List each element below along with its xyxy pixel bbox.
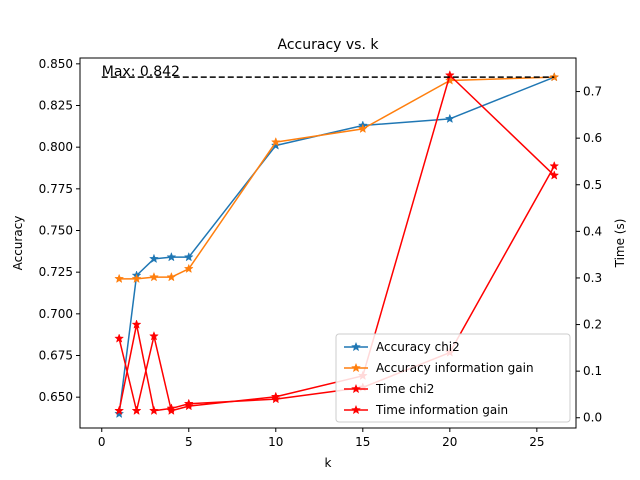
legend: Accuracy chi2 Accuracy information gain Ti… — [335, 333, 571, 423]
y2-tick-label: 0.4 — [583, 224, 602, 238]
y-tick-label: 0.675 — [39, 349, 73, 363]
legend-label: Time chi2 — [375, 382, 434, 396]
x-tick-label: 15 — [355, 435, 370, 449]
x-tick-label: 20 — [442, 435, 457, 449]
data-point-accuracy-information-gain — [131, 273, 142, 284]
data-point-time-information-gain — [183, 398, 194, 408]
legend-label: Accuracy chi2 — [376, 340, 460, 354]
ticks-layer: 0 5 10 15 20 25 0.650 0.675 0.700 0.725 0.750 0.775… — [39, 57, 602, 449]
data-point-time-information-gain — [114, 405, 125, 415]
data-point-time-chi2 — [149, 330, 159, 341]
y2-tick-label: 0.0 — [583, 411, 602, 425]
data-point-accuracy-chi2 — [114, 408, 125, 419]
x-tick-label: 0 — [98, 435, 106, 449]
data-point-accuracy-information-gain — [166, 271, 177, 282]
y-axis-title: Accuracy — [11, 216, 25, 271]
y2-tick-label: 0.1 — [583, 364, 602, 378]
legend-label: Time information gain — [375, 403, 508, 417]
y-tick-label: 0.850 — [39, 57, 73, 71]
data-point-time-information-gain — [166, 403, 177, 413]
data-point-time-chi2 — [549, 170, 560, 180]
y2-tick-label: 0.6 — [583, 131, 602, 145]
data-point-accuracy-information-gain — [357, 123, 368, 134]
data-point-time-information-gain — [149, 405, 159, 415]
legend-swatch-marker — [351, 383, 361, 394]
data-point-accuracy-information-gain — [114, 273, 125, 284]
data-point-accuracy-chi2 — [183, 251, 194, 262]
legend-swatch-marker — [351, 362, 361, 373]
max-annotation: Max: 0.842 — [102, 64, 180, 80]
data-point-accuracy-information-gain — [149, 271, 159, 282]
data-point-accuracy-information-gain — [270, 136, 281, 147]
data-point-time-chi2 — [131, 405, 142, 415]
legend-label: Accuracy information gain — [376, 361, 534, 375]
y2-axis-title: Time (s) — [613, 219, 627, 269]
data-point-time-chi2 — [114, 333, 125, 343]
data-point-time-information-gain — [270, 393, 281, 404]
data-point-accuracy-chi2 — [166, 251, 177, 262]
y-tick-label: 0.775 — [39, 182, 73, 196]
data-point-time-chi2 — [444, 70, 455, 80]
data-point-accuracy-chi2 — [444, 113, 455, 124]
plot-frame — [79, 57, 577, 429]
y-tick-label: 0.725 — [39, 265, 73, 279]
x-axis-title: k — [325, 456, 332, 470]
y2-tick-label: 0.5 — [583, 178, 602, 192]
y2-tick-label: 0.7 — [583, 85, 602, 99]
legend-swatch-marker — [351, 404, 361, 415]
data-point-time-information-gain — [549, 160, 560, 171]
data-point-accuracy-chi2 — [149, 253, 159, 264]
y-tick-label: 0.650 — [39, 390, 73, 404]
y-tick-label: 0.700 — [39, 307, 73, 321]
x-tick-label: 25 — [529, 435, 544, 449]
y-tick-label: 0.800 — [39, 140, 73, 154]
data-point-accuracy-information-gain — [183, 263, 194, 274]
y-tick-label: 0.825 — [39, 99, 73, 113]
x-tick-label: 5 — [185, 435, 193, 449]
x-tick-label: 10 — [268, 435, 283, 449]
y2-tick-label: 0.3 — [583, 271, 602, 285]
data-point-accuracy-information-gain — [549, 71, 560, 82]
data-point-accuracy-chi2 — [270, 140, 281, 150]
y-tick-label: 0.750 — [39, 224, 73, 238]
y2-tick-label: 0.2 — [583, 318, 602, 332]
legend-box — [335, 333, 571, 423]
data-point-time-information-gain — [131, 319, 142, 329]
chart-title: Accuracy vs. k — [278, 37, 380, 53]
legend-swatch-marker — [351, 341, 361, 352]
